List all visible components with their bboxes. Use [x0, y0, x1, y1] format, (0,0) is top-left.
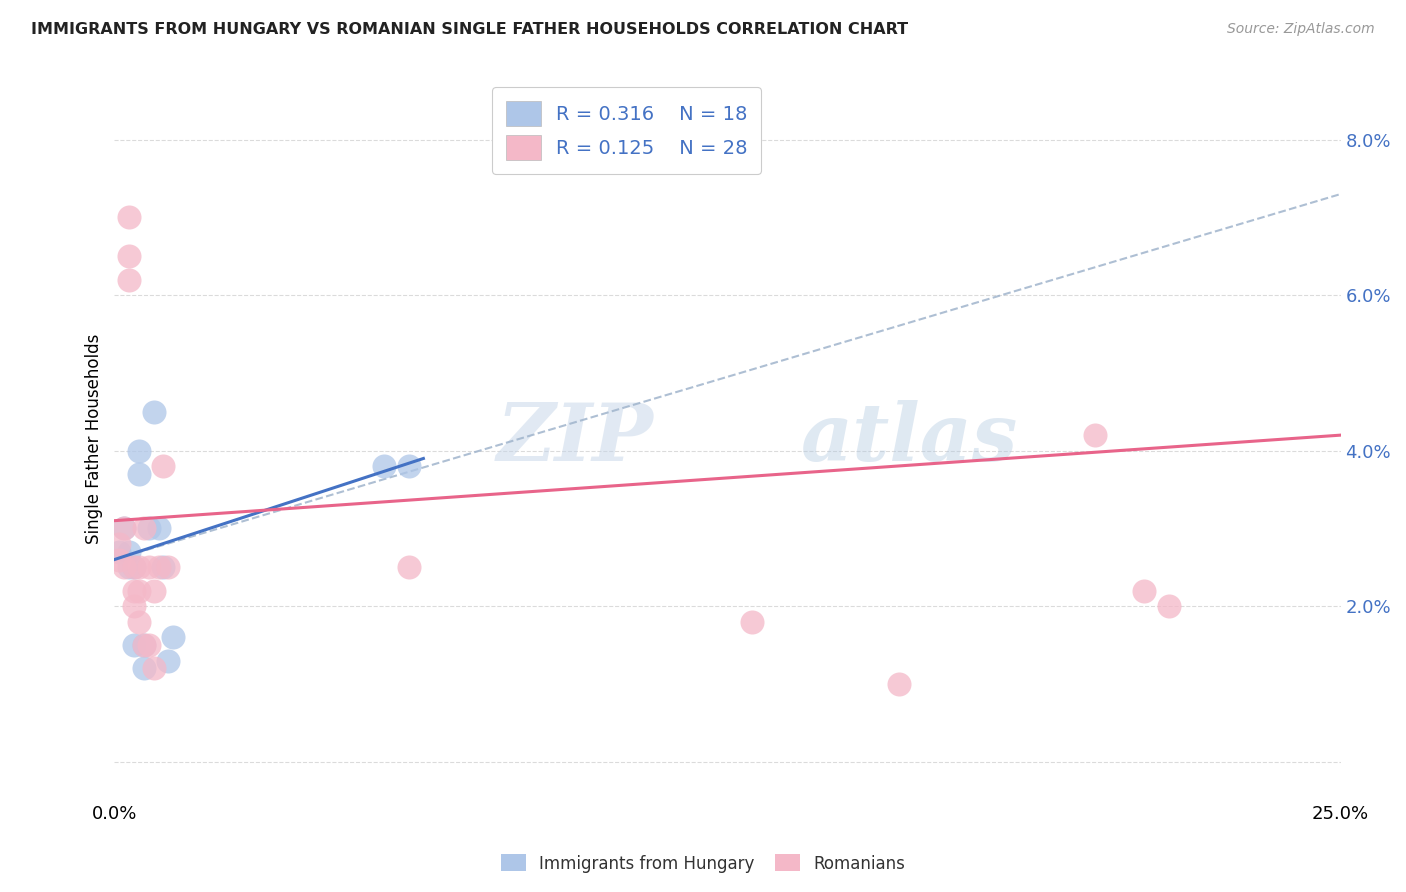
Point [112, 521, 135, 535]
Point [128, 443, 150, 458]
Point [152, 560, 174, 574]
Point [132, 521, 155, 535]
Point [142, 583, 165, 598]
Point [157, 654, 180, 668]
Point [1157, 599, 1180, 614]
Legend: R = 0.316    N = 18, R = 0.125    N = 28: R = 0.316 N = 18, R = 0.125 N = 28 [492, 87, 761, 174]
Point [108, 537, 131, 551]
Point [118, 560, 141, 574]
Point [128, 560, 150, 574]
Point [118, 249, 141, 263]
Point [373, 459, 395, 474]
Point [128, 583, 150, 598]
Point [741, 615, 763, 629]
Point [128, 615, 150, 629]
Point [122, 599, 145, 614]
Y-axis label: Single Father Households: Single Father Households [86, 334, 103, 544]
Point [122, 638, 145, 652]
Text: ZIP: ZIP [498, 401, 654, 478]
Point [398, 459, 420, 474]
Point [132, 638, 155, 652]
Point [162, 630, 184, 644]
Point [128, 467, 150, 481]
Point [112, 521, 135, 535]
Point [152, 459, 174, 474]
Point [108, 552, 131, 566]
Point [132, 638, 155, 652]
Point [132, 661, 155, 675]
Point [398, 560, 420, 574]
Text: atlas: atlas [801, 401, 1018, 478]
Legend: Immigrants from Hungary, Romanians: Immigrants from Hungary, Romanians [495, 847, 911, 880]
Point [122, 560, 145, 574]
Point [148, 560, 170, 574]
Point [148, 521, 170, 535]
Point [122, 583, 145, 598]
Point [1133, 583, 1156, 598]
Point [138, 638, 160, 652]
Text: Source: ZipAtlas.com: Source: ZipAtlas.com [1227, 22, 1375, 37]
Point [138, 560, 160, 574]
Point [1084, 428, 1107, 442]
Point [118, 545, 141, 559]
Point [118, 211, 141, 225]
Point [887, 677, 910, 691]
Point [157, 560, 180, 574]
Point [108, 545, 131, 559]
Point [138, 521, 160, 535]
Point [142, 405, 165, 419]
Point [122, 560, 145, 574]
Point [118, 272, 141, 286]
Point [112, 560, 135, 574]
Text: IMMIGRANTS FROM HUNGARY VS ROMANIAN SINGLE FATHER HOUSEHOLDS CORRELATION CHART: IMMIGRANTS FROM HUNGARY VS ROMANIAN SING… [31, 22, 908, 37]
Point [142, 661, 165, 675]
